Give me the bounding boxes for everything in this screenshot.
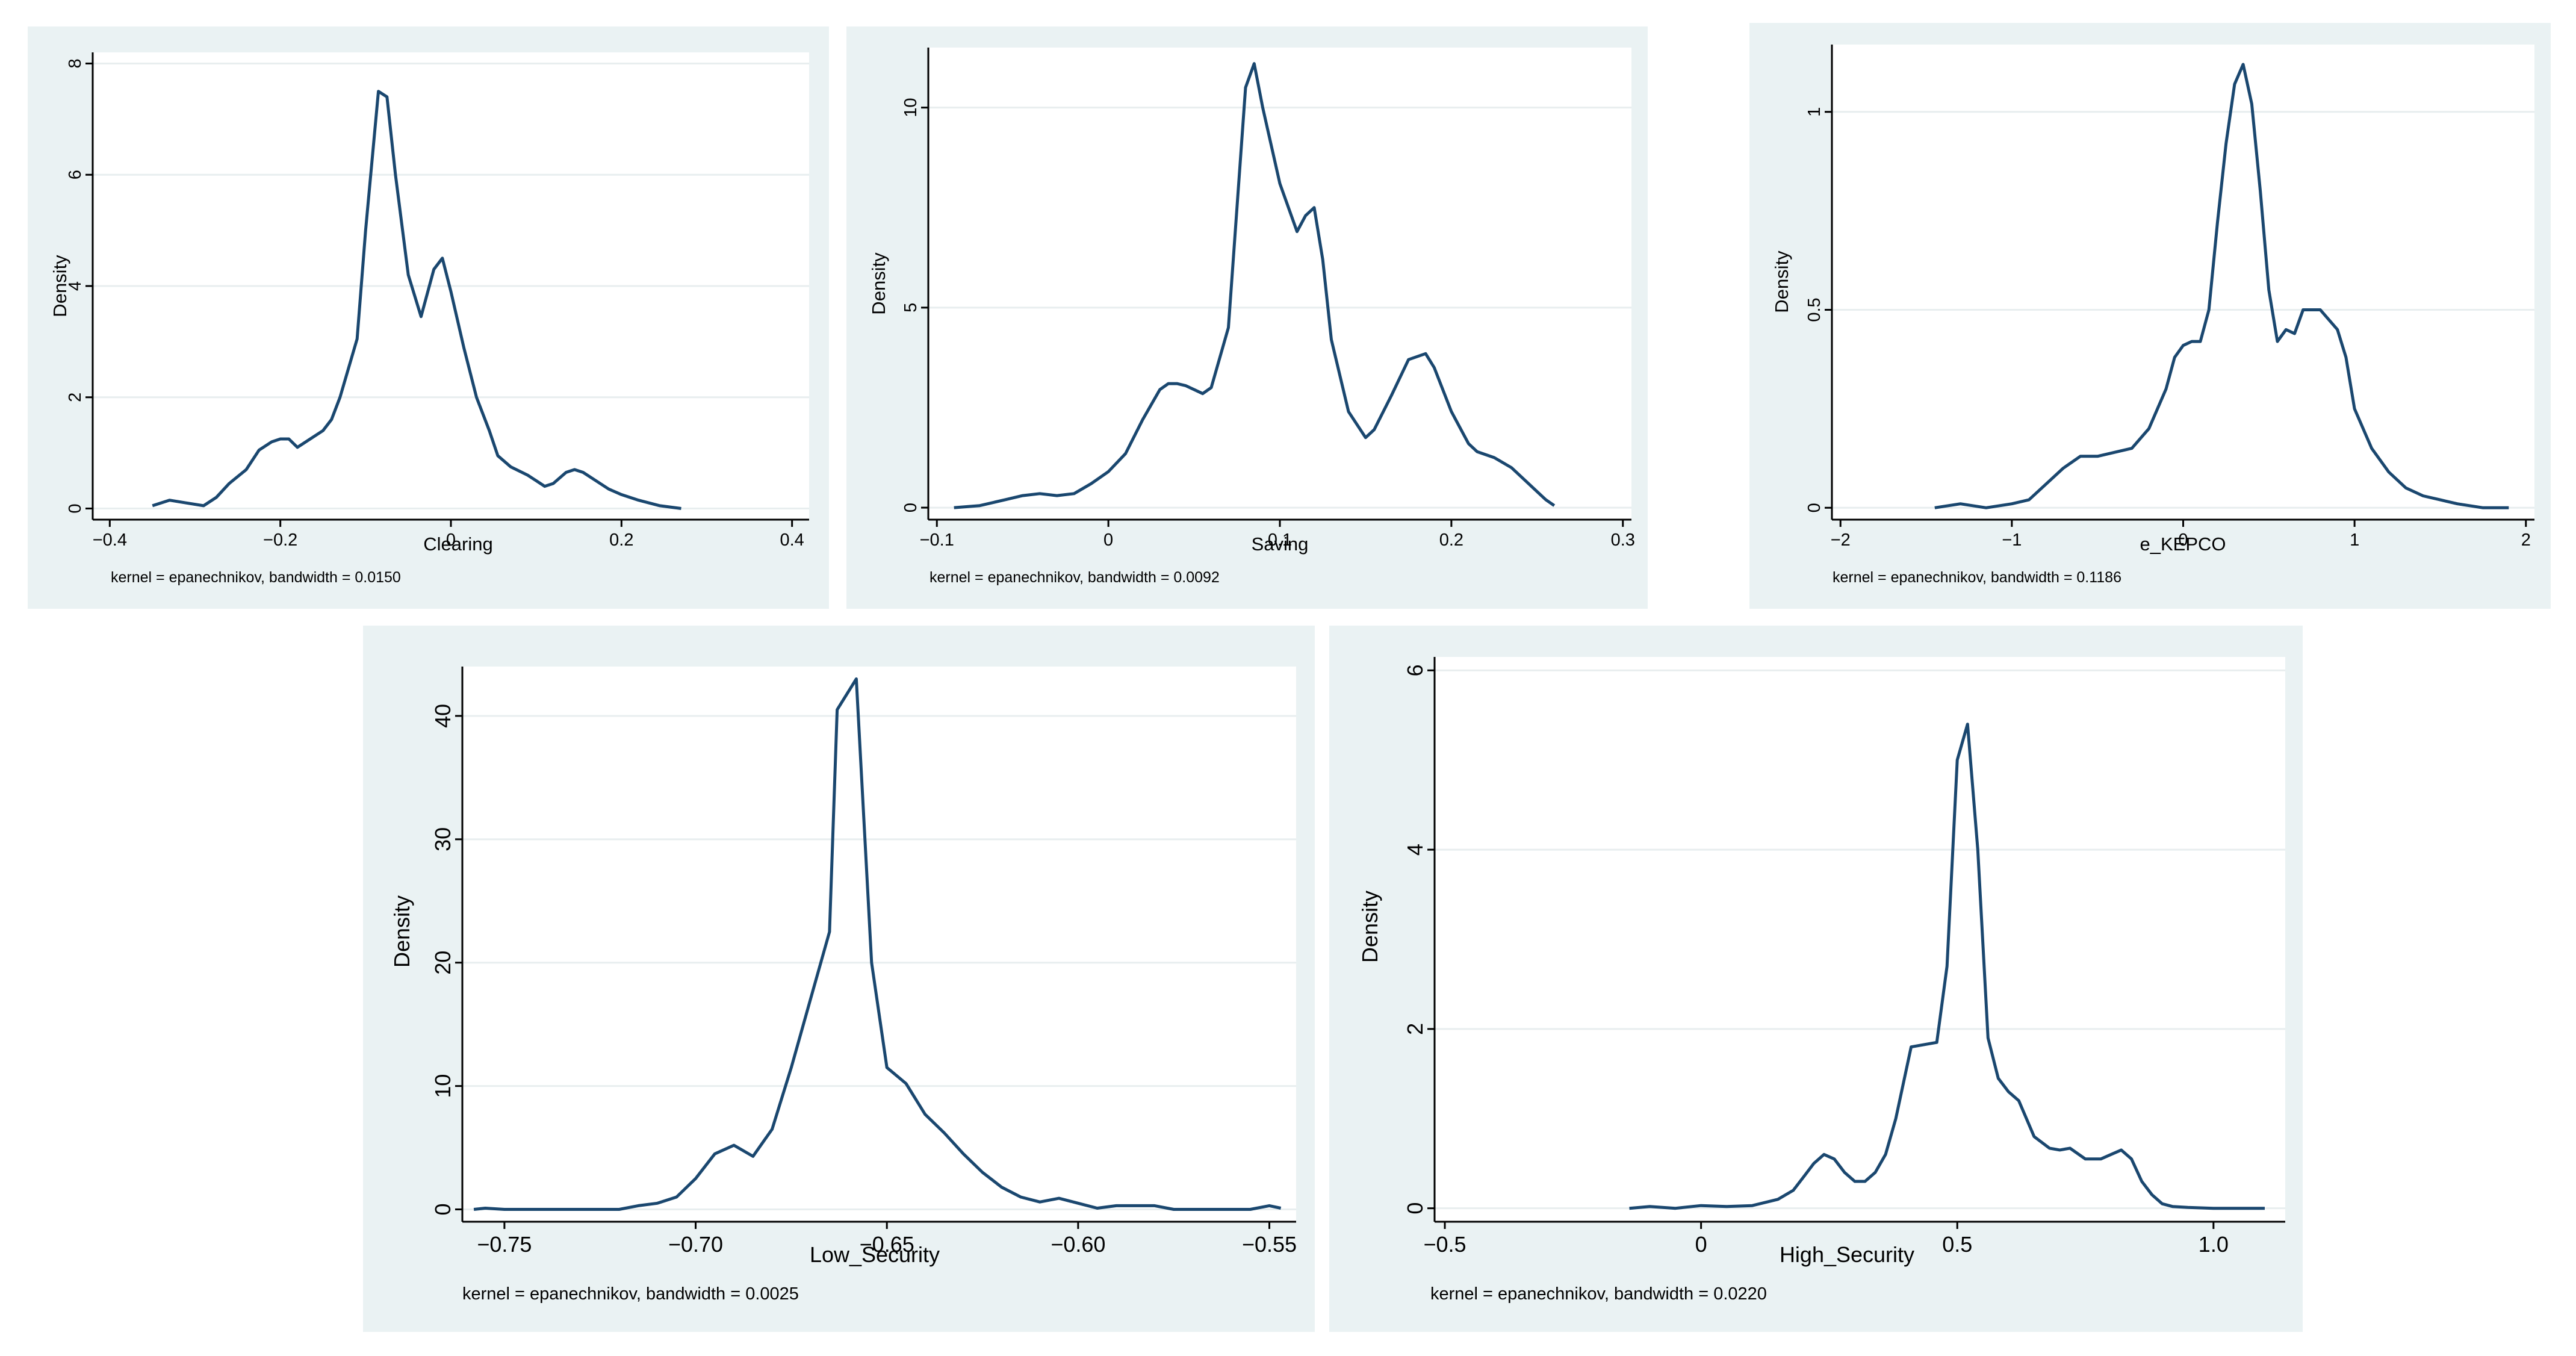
ticks-layer: −2 −1 0 1 2 0 0.5 1 (1805, 107, 2531, 550)
x-axis-label: Clearing (423, 533, 492, 555)
chart-low-security: −0.75 −0.70 −0.65 −0.60 −0.55 0 10 20 30 40 Densi… (390, 667, 1297, 1304)
chart-panel-e-kepco: −2 −1 0 1 2 0 0.5 1 Density e_KEPCO kernel = ep… (1749, 23, 2551, 609)
kernel-note: kernel = epanechnikov, bandwidth = 0.002… (462, 1284, 799, 1304)
y-tick-label: 6 (1403, 664, 1427, 676)
y-tick-label: 4 (66, 281, 85, 291)
ticks-layer: −0.4 −0.2 0 0.2 0.4 0 2 4 6 8 (66, 58, 804, 550)
y-tick-label: 4 (1403, 844, 1427, 856)
x-tick-label: −1 (2002, 530, 2022, 550)
x-tick-label: −0.5 (1423, 1232, 1466, 1257)
x-tick-label: −0.60 (1051, 1232, 1105, 1257)
plot-area (1832, 45, 2534, 520)
density-curve-low-security (473, 677, 1282, 1211)
x-tick-label: −0.1 (920, 530, 954, 550)
x-tick-label: 0.1 (1268, 530, 1292, 550)
y-tick-label: 2 (1403, 1023, 1427, 1035)
x-tick-label: 2 (2521, 530, 2531, 550)
grid-layer (1435, 669, 2285, 1210)
grid-layer (928, 107, 1631, 509)
chart-panel-saving: −0.1 0 0.1 0.2 0.3 0 5 10 Density Saving kernel… (846, 26, 1648, 609)
x-tick-label: 0.4 (780, 530, 804, 550)
y-tick-label: 8 (66, 58, 85, 68)
y-tick-label: 20 (430, 951, 455, 975)
chart-e-kepco: −2 −1 0 1 2 0 0.5 1 Density e_KEPCO kernel = ep… (1771, 45, 2534, 586)
x-tick-label: −0.70 (668, 1232, 723, 1257)
x-tick-label: −0.55 (1242, 1232, 1297, 1257)
y-tick-label: 10 (430, 1074, 455, 1098)
x-tick-label: 0 (1695, 1232, 1707, 1257)
density-curve-clearing (152, 90, 681, 510)
density-curve-e-kepco (1934, 63, 2509, 509)
ticks-layer: −0.1 0 0.1 0.2 0.3 0 5 10 (901, 98, 1635, 550)
chart-clearing: −0.4 −0.2 0 0.2 0.4 0 2 4 6 8 Density Clearing ke… (49, 52, 809, 586)
y-tick-label: 1 (1805, 107, 1824, 117)
y-tick-label: 0 (66, 503, 85, 513)
x-tick-label: 1 (2350, 530, 2359, 550)
x-tick-label: 0.5 (1942, 1232, 1972, 1257)
chart-panel-high-security: −0.5 0 0.5 1.0 0 2 4 6 Density High_Security ke… (1329, 626, 2303, 1332)
y-axis-label: Density (49, 255, 70, 317)
y-tick-label: 6 (66, 170, 85, 179)
x-tick-label: −0.4 (93, 530, 127, 550)
x-axis-label: Low_Security (810, 1242, 940, 1267)
chart-high-security: −0.5 0 0.5 1.0 0 2 4 6 Density High_Security ke… (1358, 657, 2285, 1304)
y-tick-label: 5 (901, 303, 920, 313)
ticks-layer: −0.5 0 0.5 1.0 0 2 4 6 (1403, 664, 2229, 1257)
plot-area (928, 48, 1631, 520)
x-axis-label: e_KEPCO (2140, 533, 2226, 555)
y-tick-label: 30 (430, 827, 455, 851)
x-tick-label: 0 (446, 530, 456, 550)
x-tick-label: −0.65 (860, 1232, 914, 1257)
density-curve-high-security (1629, 723, 2265, 1210)
plot-area (462, 667, 1296, 1222)
y-axis-label: Density (390, 895, 414, 968)
plot-area (1435, 657, 2285, 1222)
y-tick-label: 2 (66, 393, 85, 402)
x-axis-label: Saving (1252, 533, 1309, 555)
density-curve-saving (954, 62, 1556, 509)
x-tick-label: 0 (1103, 530, 1113, 550)
y-tick-label: 0 (1805, 503, 1824, 512)
y-tick-label: 0.5 (1805, 297, 1824, 322)
x-axis-label: High_Security (1780, 1242, 1914, 1267)
chart-panel-low-security: −0.75 −0.70 −0.65 −0.60 −0.55 0 10 20 30 40 Densi… (363, 626, 1315, 1332)
grid-layer (1832, 111, 2534, 509)
x-tick-label: −2 (1831, 530, 1851, 550)
chart-saving: −0.1 0 0.1 0.2 0.3 0 5 10 Density Saving kernel… (868, 48, 1635, 586)
x-tick-label: 0.2 (1439, 530, 1463, 550)
y-tick-label: 0 (901, 503, 920, 512)
y-axis-label: Density (868, 252, 889, 315)
x-tick-label: −0.75 (477, 1232, 532, 1257)
x-tick-label: 1.0 (2199, 1232, 2229, 1257)
kernel-note: kernel = epanechnikov, bandwidth = 0.015… (111, 569, 401, 586)
x-tick-label: 0 (2178, 530, 2188, 550)
y-tick-label: 0 (1403, 1202, 1427, 1214)
ticks-layer: −0.75 −0.70 −0.65 −0.60 −0.55 0 10 20 30 40 (430, 704, 1297, 1257)
y-axis-label: Density (1358, 891, 1382, 963)
chart-panel-clearing: −0.4 −0.2 0 0.2 0.4 0 2 4 6 8 Density Clearing ke… (28, 26, 829, 609)
kernel-note: kernel = epanechnikov, bandwidth = 0.022… (1430, 1284, 1767, 1304)
y-axis-label: Density (1771, 250, 1792, 313)
x-tick-label: −0.2 (263, 530, 297, 550)
x-tick-label: 0.2 (609, 530, 633, 550)
kernel-note: kernel = epanechnikov, bandwidth = 0.118… (1833, 569, 2121, 586)
y-tick-label: 40 (430, 704, 455, 728)
y-tick-label: 10 (901, 98, 920, 117)
x-tick-label: 0.3 (1611, 530, 1635, 550)
kernel-note: kernel = epanechnikov, bandwidth = 0.009… (930, 569, 1220, 586)
y-tick-label: 0 (430, 1203, 455, 1215)
